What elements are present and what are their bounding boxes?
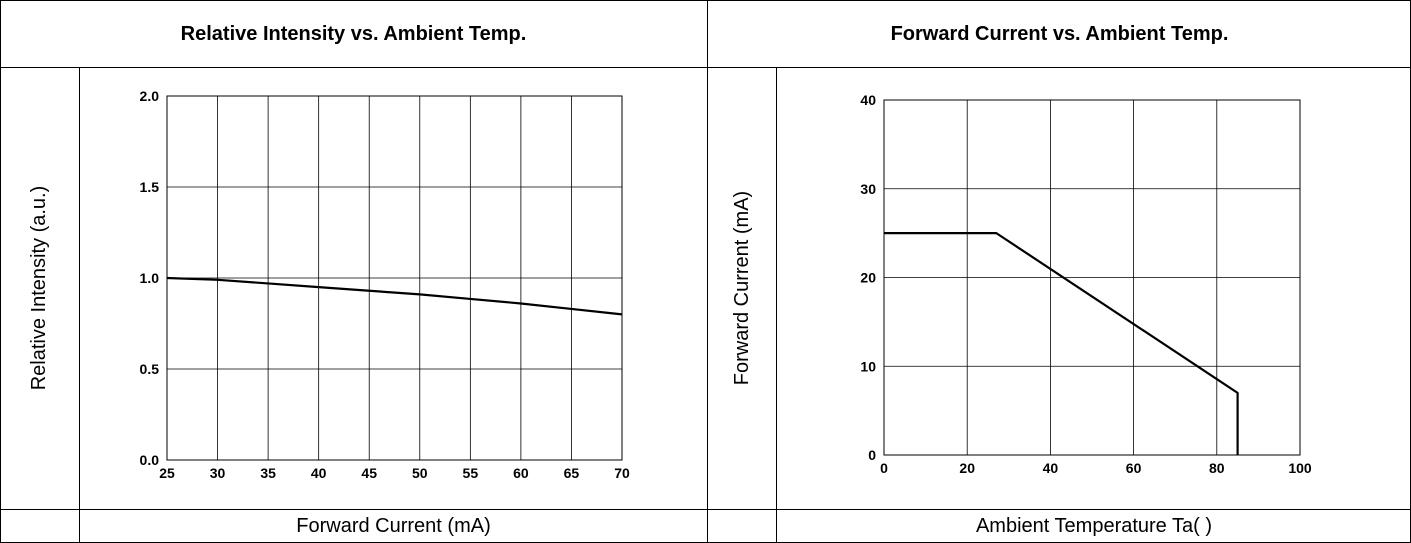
x-tick-label: 65 [564,465,580,481]
x-tick-label: 35 [260,465,276,481]
chart-title-left: Relative Intensity vs. Ambient Temp. [180,23,527,45]
x-tick-label: 80 [1209,460,1225,476]
y-tick-label: 0.0 [140,452,160,468]
x-tick-label: 30 [210,465,226,481]
x-tick-label: 45 [361,465,377,481]
chart-title-right: Forward Current vs. Ambient Temp. [890,23,1229,45]
y-tick-label: 1.5 [140,179,160,195]
y-tick-label: 0.5 [140,361,160,377]
x-tick-label: 25 [159,465,175,481]
y-tick-label: 2.0 [140,88,160,104]
plot-area-frame [883,99,1301,456]
x-tick-label: 0 [880,460,888,476]
x-axis-label-left: Forward Current (mA) [296,515,491,537]
x-axis-label-right: Ambient Temperature Ta( ) [975,515,1213,537]
series-line [884,232,1239,455]
x-tick-label: 70 [614,465,630,481]
y-tick-label: 1.0 [140,270,160,286]
y-tick-label: 40 [860,92,876,108]
y-tick-label: 30 [860,181,876,197]
x-tick-label: 40 [1043,460,1059,476]
y-tick-label: 20 [860,270,876,286]
y-tick-label: 0 [868,447,876,463]
x-tick-label: 100 [1288,460,1312,476]
x-tick-label: 60 [1126,460,1142,476]
y-tick-label: 10 [860,358,876,374]
x-tick-label: 20 [959,460,975,476]
x-tick-label: 55 [463,465,479,481]
x-tick-label: 50 [412,465,428,481]
x-tick-label: 60 [513,465,529,481]
series-line [166,276,623,316]
x-tick-label: 40 [311,465,327,481]
